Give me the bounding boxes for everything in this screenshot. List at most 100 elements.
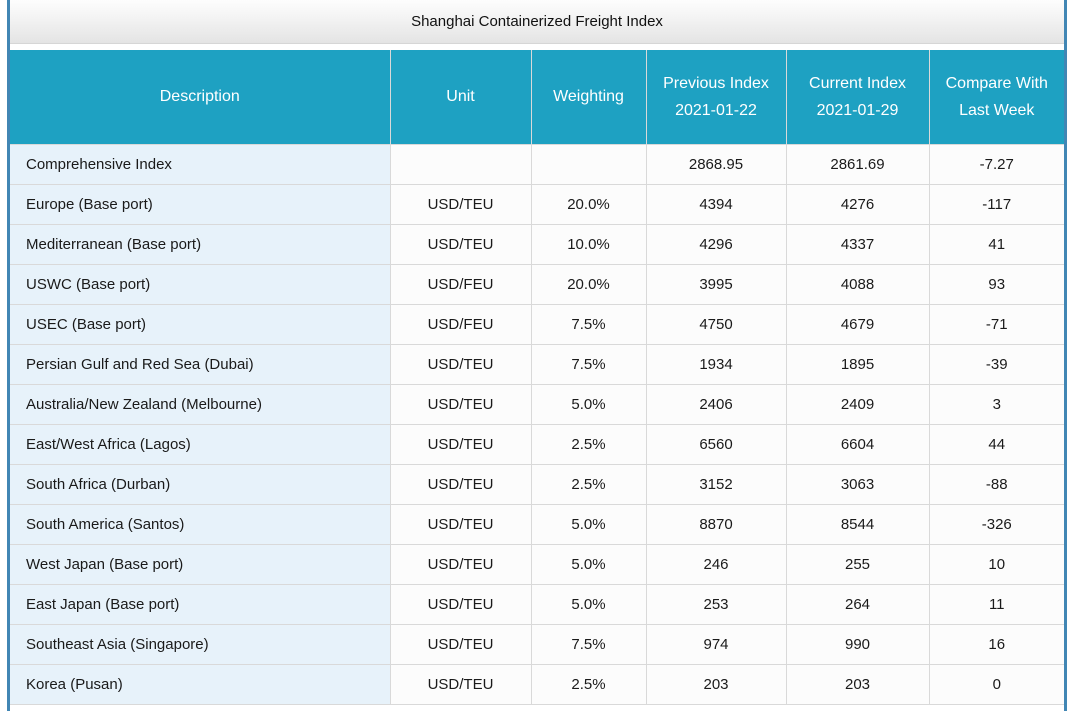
cell-weighting: 5.0% xyxy=(530,584,647,625)
cell-unit: USD/TEU xyxy=(389,224,532,265)
cell-compare: -7.27 xyxy=(928,144,1064,185)
cell-description: Southeast Asia (Singapore) xyxy=(10,624,391,665)
cell-unit: USD/TEU xyxy=(389,384,532,425)
cell-weighting: 2.5% xyxy=(530,424,647,465)
cell-unit: USD/TEU xyxy=(389,504,532,545)
cell-current: 2861.69 xyxy=(785,144,930,185)
cell-compare: -88 xyxy=(928,464,1064,505)
col-header-unit: Unit xyxy=(389,50,532,145)
cell-previous: 2868.95 xyxy=(645,144,787,185)
cell-current: 4337 xyxy=(785,224,930,265)
cell-weighting: 20.0% xyxy=(530,264,647,305)
cell-current: 4088 xyxy=(785,264,930,305)
cell-description: Korea (Pusan) xyxy=(10,664,391,705)
table-row: East Japan (Base port) USD/TEU 5.0% 253 264 1… xyxy=(10,584,1064,625)
cell-unit: USD/TEU xyxy=(389,184,532,225)
cell-unit: USD/TEU xyxy=(389,664,532,705)
cell-unit: USD/FEU xyxy=(389,264,532,305)
table-header-row: Description Unit Weighting Previous Inde… xyxy=(10,50,1064,145)
cell-weighting xyxy=(530,144,647,185)
table-row: Korea (Pusan) USD/TEU 2.5% 203 203 0 xyxy=(10,664,1064,705)
cell-current: 255 xyxy=(785,544,930,585)
cell-previous: 4296 xyxy=(645,224,787,265)
cell-description: Persian Gulf and Red Sea (Dubai) xyxy=(10,344,391,385)
cell-current: 3063 xyxy=(785,464,930,505)
cell-weighting: 20.0% xyxy=(530,184,647,225)
col-header-current-index: Current Index 2021-01-29 xyxy=(785,50,930,145)
cell-previous: 1934 xyxy=(645,344,787,385)
table-row: USWC (Base port) USD/FEU 20.0% 3995 4088 93 xyxy=(10,264,1064,305)
cell-previous: 6560 xyxy=(645,424,787,465)
cell-weighting: 7.5% xyxy=(530,304,647,345)
cell-description: Comprehensive Index xyxy=(10,144,391,185)
cell-description: USEC (Base port) xyxy=(10,304,391,345)
cell-previous: 8870 xyxy=(645,504,787,545)
cell-unit: USD/TEU xyxy=(389,424,532,465)
cell-description: South America (Santos) xyxy=(10,504,391,545)
cell-current: 203 xyxy=(785,664,930,705)
col-header-weighting: Weighting xyxy=(530,50,647,145)
col-header-previous-index: Previous Index 2021-01-22 xyxy=(645,50,787,145)
cell-unit: USD/TEU xyxy=(389,584,532,625)
cell-current: 8544 xyxy=(785,504,930,545)
cell-current: 1895 xyxy=(785,344,930,385)
cell-compare: 93 xyxy=(928,264,1064,305)
table-row: East/West Africa (Lagos) USD/TEU 2.5% 6560 6… xyxy=(10,424,1064,465)
cell-compare: 44 xyxy=(928,424,1064,465)
cell-current: 2409 xyxy=(785,384,930,425)
table-row: Persian Gulf and Red Sea (Dubai) USD/TEU 7… xyxy=(10,344,1064,385)
cell-description: East/West Africa (Lagos) xyxy=(10,424,391,465)
cell-weighting: 7.5% xyxy=(530,624,647,665)
cell-compare: 0 xyxy=(928,664,1064,705)
panel-title-bar: Shanghai Containerized Freight Index xyxy=(10,0,1064,44)
cell-previous: 3152 xyxy=(645,464,787,505)
cell-unit: USD/TEU xyxy=(389,344,532,385)
cell-previous: 4750 xyxy=(645,304,787,345)
table-body: Comprehensive Index 2868.95 2861.69 -7.27 Eu… xyxy=(10,144,1064,705)
cell-description: Mediterranean (Base port) xyxy=(10,224,391,265)
cell-previous: 2406 xyxy=(645,384,787,425)
table-header: Description Unit Weighting Previous Inde… xyxy=(10,50,1064,145)
cell-unit: USD/TEU xyxy=(389,464,532,505)
cell-previous: 253 xyxy=(645,584,787,625)
table-row: Mediterranean (Base port) USD/TEU 10.0% 429… xyxy=(10,224,1064,265)
cell-current: 4276 xyxy=(785,184,930,225)
cell-compare: -39 xyxy=(928,344,1064,385)
cell-compare: 3 xyxy=(928,384,1064,425)
title-table-gap xyxy=(10,44,1064,50)
freight-index-panel: Shanghai Containerized Freight Index Des… xyxy=(7,0,1067,711)
table-row: West Japan (Base port) USD/TEU 5.0% 246 255 1… xyxy=(10,544,1064,585)
table-row: Australia/New Zealand (Melbourne) USD/TEU… xyxy=(10,384,1064,425)
cell-compare: 41 xyxy=(928,224,1064,265)
cell-unit xyxy=(389,144,532,185)
page-title: Shanghai Containerized Freight Index xyxy=(411,13,663,30)
cell-previous: 203 xyxy=(645,664,787,705)
cell-weighting: 7.5% xyxy=(530,344,647,385)
cell-current: 264 xyxy=(785,584,930,625)
cell-unit: USD/FEU xyxy=(389,304,532,345)
freight-index-table: Description Unit Weighting Previous Inde… xyxy=(10,50,1064,705)
cell-current: 6604 xyxy=(785,424,930,465)
table-row: USEC (Base port) USD/FEU 7.5% 4750 4679 -71 xyxy=(10,304,1064,345)
cell-compare: 11 xyxy=(928,584,1064,625)
cell-description: East Japan (Base port) xyxy=(10,584,391,625)
col-header-description: Description xyxy=(10,50,391,145)
col-header-compare-last-week: Compare With Last Week xyxy=(928,50,1064,145)
cell-weighting: 10.0% xyxy=(530,224,647,265)
cell-compare: -71 xyxy=(928,304,1064,345)
cell-unit: USD/TEU xyxy=(389,624,532,665)
cell-previous: 3995 xyxy=(645,264,787,305)
cell-weighting: 5.0% xyxy=(530,384,647,425)
cell-description: USWC (Base port) xyxy=(10,264,391,305)
table-row: South America (Santos) USD/TEU 5.0% 8870 854… xyxy=(10,504,1064,545)
cell-previous: 4394 xyxy=(645,184,787,225)
table-row: Europe (Base port) USD/TEU 20.0% 4394 4276 -1… xyxy=(10,184,1064,225)
cell-weighting: 5.0% xyxy=(530,544,647,585)
cell-previous: 974 xyxy=(645,624,787,665)
cell-description: South Africa (Durban) xyxy=(10,464,391,505)
cell-current: 4679 xyxy=(785,304,930,345)
cell-compare: 10 xyxy=(928,544,1064,585)
cell-weighting: 5.0% xyxy=(530,504,647,545)
table-row: Comprehensive Index 2868.95 2861.69 -7.27 xyxy=(10,144,1064,185)
cell-description: Europe (Base port) xyxy=(10,184,391,225)
